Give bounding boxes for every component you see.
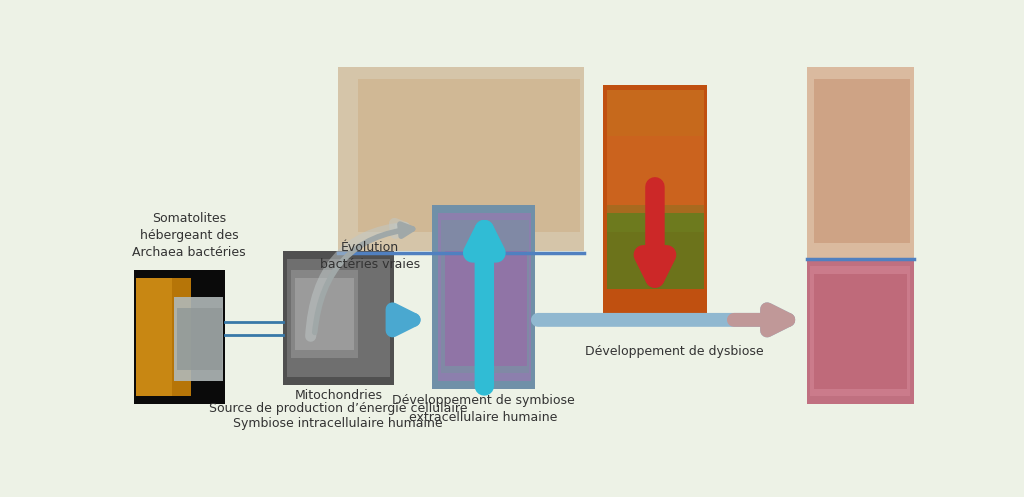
Bar [287,258,390,377]
Text: Symbiose intracellulaire humaine: Symbiose intracellulaire humaine [233,417,443,430]
Bar [441,220,528,373]
Bar [814,79,909,244]
Bar [602,84,708,320]
Text: Évolution
bactéries vraies: Évolution bactéries vraies [319,242,420,271]
Bar [606,136,705,213]
Bar [432,205,536,389]
Bar [807,258,913,404]
Text: Mitochondries: Mitochondries [294,389,382,402]
Text: Développement de symbiose
extracellulaire humaine: Développement de symbiose extracellulair… [392,395,574,424]
Bar [136,278,172,397]
Bar [445,251,527,366]
Bar [174,297,223,381]
Bar [283,251,394,385]
FancyArrowPatch shape [310,224,404,336]
Bar [606,90,705,232]
Bar [814,274,907,389]
Bar [291,270,358,358]
Bar [606,205,705,289]
Bar [295,278,354,350]
Bar [807,67,913,258]
Text: Source de production d’énergie cellulaire: Source de production d’énergie cellulair… [209,402,468,415]
Bar [358,79,581,232]
Bar [136,278,191,397]
FancyArrowPatch shape [314,224,413,332]
Bar [338,67,585,251]
Bar [811,266,910,397]
Text: Développement de dysbiose: Développement de dysbiose [585,345,763,358]
Bar [134,270,225,404]
Text: Somatolites
hébergeant des
Archaea bactéries: Somatolites hébergeant des Archaea bacté… [132,212,246,258]
Bar [177,308,221,370]
Bar [437,213,531,381]
